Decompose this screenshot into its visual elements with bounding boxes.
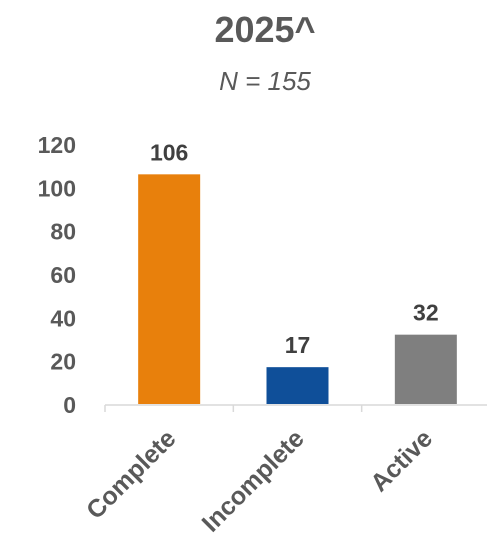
y-tick-label: 20 — [50, 349, 76, 375]
plot-area: 0 20 40 60 80 100 120 106 Complete 17 Incomplete 32… — [38, 132, 487, 538]
data-label: 106 — [150, 139, 188, 165]
category-label: Active — [365, 424, 438, 497]
chart-subtitle: N = 155 — [219, 66, 311, 96]
bar-complete — [138, 174, 201, 404]
y-tick-label: 0 — [63, 392, 76, 418]
bar-incomplete — [266, 367, 329, 404]
category-label: Complete — [81, 424, 181, 524]
y-tick-label: 120 — [38, 132, 76, 158]
data-label: 32 — [413, 300, 439, 326]
chart-title: 2025^ — [214, 9, 315, 50]
y-tick-label: 60 — [50, 262, 76, 288]
bar-active — [394, 334, 457, 404]
y-tick-label: 40 — [50, 305, 76, 331]
category-label: Incomplete — [197, 424, 310, 537]
y-tick-label: 100 — [38, 175, 76, 201]
data-label: 17 — [285, 332, 311, 358]
y-tick-label: 80 — [50, 219, 76, 245]
